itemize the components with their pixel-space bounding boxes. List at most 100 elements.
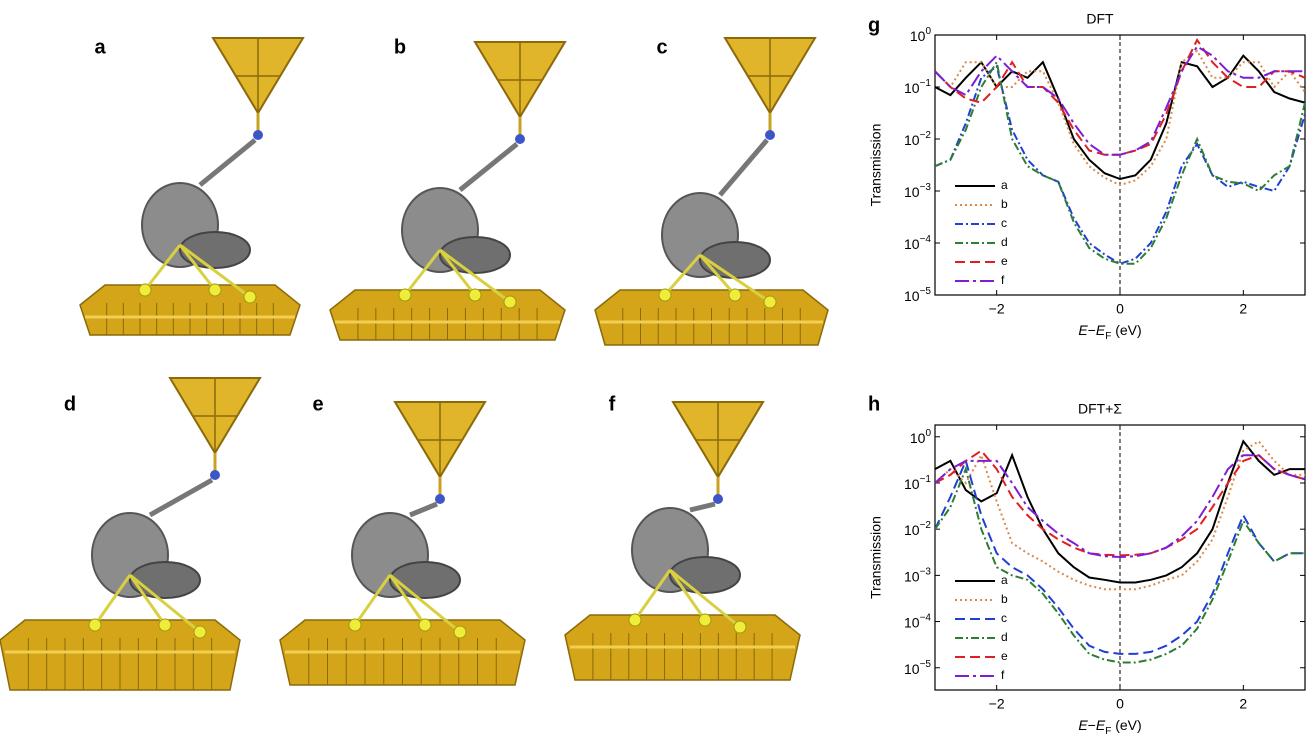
- sulfur-atom: [88, 618, 102, 632]
- y-tick-label: 10−1: [904, 474, 931, 492]
- x-tick-label: 2: [1239, 696, 1247, 712]
- legend-label: b: [1001, 592, 1008, 606]
- sulfur-atom: [733, 620, 747, 634]
- anchor-bond: [633, 569, 672, 621]
- molecular-wire: [409, 501, 438, 518]
- anchor-bond: [388, 574, 427, 626]
- x-tick-label: 2: [1239, 301, 1247, 317]
- y-tick-label: 10−4: [904, 234, 931, 252]
- aromatic-core: [699, 241, 771, 279]
- anchor-bond: [698, 254, 737, 296]
- anchor-bond: [403, 249, 442, 296]
- anchor-bond: [178, 244, 217, 291]
- y-axis-label: Transmission: [868, 124, 884, 207]
- x-tick-label: −2: [989, 696, 1005, 712]
- legend-label: c: [1001, 611, 1007, 625]
- legend-label: f: [1001, 273, 1005, 287]
- anchor-bond: [663, 254, 702, 296]
- anchor-bond: [699, 253, 771, 304]
- anchor-bond: [439, 248, 511, 304]
- anchor-bond: [179, 243, 251, 299]
- molecule-panel: [279, 401, 526, 686]
- anchor-bond: [129, 573, 201, 634]
- sulfur-atom: [468, 288, 482, 302]
- molecule-panel: [564, 401, 801, 681]
- sulfur-atom: [628, 613, 642, 627]
- x-axis-label: E−EF (eV): [1078, 322, 1141, 342]
- nitrogen-atom: [210, 470, 220, 480]
- sulfur-atom: [398, 288, 412, 302]
- panel-label: d: [64, 393, 76, 415]
- molecular-wire: [198, 138, 257, 187]
- x-axis-label: E−EF (eV): [1078, 717, 1141, 735]
- anchor-bond: [668, 569, 707, 621]
- legend-label: e: [1001, 649, 1008, 663]
- sulfur-atom: [348, 618, 362, 632]
- panel-label: a: [94, 36, 106, 58]
- aromatic-core: [439, 236, 511, 274]
- anchor-bond: [353, 574, 392, 626]
- sulfur-atom: [158, 618, 172, 632]
- molecule-panel: [0, 377, 262, 691]
- sulfur-atom: [658, 288, 672, 302]
- series-line: [935, 439, 1305, 584]
- y-tick-label: 100: [910, 428, 932, 446]
- y-tick-label: 10−5: [904, 286, 931, 304]
- y-tick-label: 100: [910, 26, 932, 44]
- sulfur-atom: [138, 283, 152, 297]
- anchor-bond: [438, 249, 477, 296]
- aromatic-core: [179, 231, 251, 269]
- molecule-panel: [594, 37, 829, 346]
- y-tick-label: 10−2: [904, 130, 931, 148]
- legend-label: c: [1001, 216, 1007, 230]
- x-tick-label: 0: [1116, 696, 1124, 712]
- sulfur-atom: [418, 618, 432, 632]
- legend-label: d: [1001, 630, 1008, 644]
- series-line: [935, 45, 1305, 156]
- molecule-panel: [329, 41, 567, 341]
- series-line: [935, 454, 1305, 559]
- anchor-bond: [669, 568, 741, 629]
- nitrogen-atom: [435, 494, 445, 504]
- molecular-wire: [689, 501, 716, 513]
- nitrogen-atom: [713, 494, 723, 504]
- panel-label: c: [656, 36, 667, 58]
- molecular-wire: [718, 138, 769, 197]
- legend-label: f: [1001, 668, 1005, 682]
- sulfur-atom: [193, 625, 207, 639]
- nitrogen-atom: [515, 134, 525, 144]
- legend-label: d: [1001, 235, 1008, 249]
- y-tick-label: 10−4: [904, 613, 931, 631]
- y-tick-label: 10−3: [904, 567, 931, 585]
- anchor-bond: [389, 573, 461, 634]
- sulfur-atom: [503, 295, 517, 309]
- legend-label: e: [1001, 254, 1008, 268]
- panel-label: b: [394, 36, 406, 58]
- molecular-wire: [458, 142, 519, 192]
- molecule-panel: [79, 37, 305, 336]
- panel-label: e: [312, 393, 323, 415]
- y-tick-label: 10−3: [904, 182, 931, 200]
- anchor-bond: [143, 244, 182, 291]
- nitrogen-atom: [253, 130, 263, 140]
- molecular-wire: [148, 477, 214, 518]
- series-line: [935, 449, 1305, 557]
- series-line: [935, 465, 1305, 664]
- sulfur-atom: [243, 290, 257, 304]
- x-tick-label: −2: [989, 301, 1005, 317]
- legend-label: b: [1001, 197, 1008, 211]
- y-tick-label: 10−1: [904, 78, 931, 96]
- series-line: [935, 439, 1305, 591]
- x-tick-label: 0: [1116, 301, 1124, 317]
- chart-title: DFT: [1086, 11, 1114, 27]
- legend-label: a: [1001, 573, 1008, 587]
- series-line: [935, 457, 1305, 655]
- sulfur-atom: [208, 283, 222, 297]
- panel-label: h: [868, 393, 880, 415]
- sulfur-atom: [763, 295, 777, 309]
- y-tick-label: 10−2: [904, 520, 931, 538]
- panel-label: f: [609, 393, 616, 415]
- sulfur-atom: [698, 613, 712, 627]
